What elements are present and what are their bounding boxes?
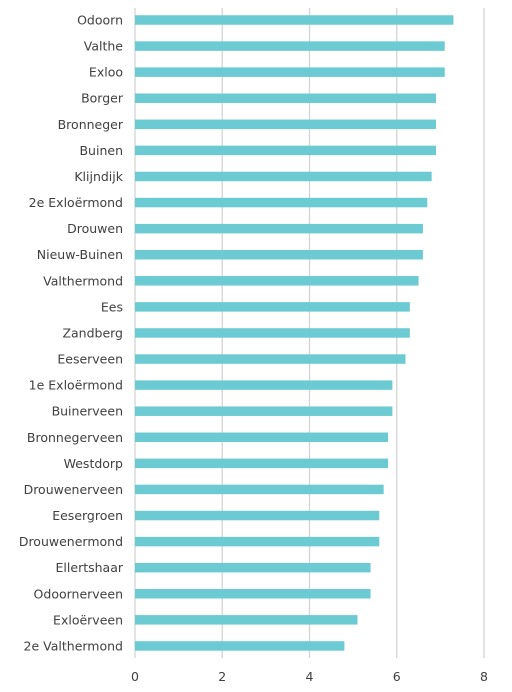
bar — [135, 67, 445, 77]
x-tick-label: 6 — [393, 669, 401, 684]
bar — [135, 328, 410, 338]
category-label: Drouwenermond — [19, 534, 123, 549]
bar — [135, 93, 437, 103]
bar — [135, 41, 445, 51]
bar — [135, 562, 371, 573]
category-label: Eesergroen — [52, 508, 123, 523]
x-tick-label: 4 — [306, 669, 314, 684]
category-label: Buinen — [79, 143, 123, 158]
x-tick-label: 8 — [480, 669, 488, 684]
bar — [135, 536, 380, 547]
bar — [135, 432, 389, 443]
category-label: Klijndijk — [74, 169, 123, 184]
category-label: Valthe — [84, 39, 124, 54]
category-label: Drouwenerveen — [24, 482, 123, 497]
category-label: Valthermond — [43, 273, 123, 288]
bars — [135, 15, 454, 651]
category-label: Odoornerveen — [34, 586, 123, 601]
bar — [135, 223, 423, 234]
category-label: Exloo — [89, 65, 123, 80]
category-label: 2e Valthermond — [24, 638, 123, 653]
bar — [135, 197, 428, 208]
bar — [135, 380, 393, 390]
category-label: Odoorn — [77, 13, 123, 28]
bar — [135, 145, 437, 156]
bar — [135, 15, 454, 25]
bar — [135, 615, 358, 625]
category-label: Eeserveen — [57, 352, 123, 367]
category-label: Ellertshaar — [56, 560, 124, 575]
bar — [135, 641, 345, 651]
bar — [135, 249, 423, 260]
bar — [135, 171, 432, 182]
category-label: Bronneger — [58, 117, 124, 132]
bar — [135, 484, 384, 495]
category-label: Westdorp — [64, 456, 123, 471]
bar — [135, 406, 393, 416]
category-labels: Odoorn Valthe Exloo Borger Bronneger Buinen Kl… — [19, 13, 124, 654]
bar — [135, 354, 406, 364]
bar — [135, 119, 437, 130]
category-label: 2e Exloërmond — [29, 195, 123, 210]
bar — [135, 458, 389, 469]
x-tick-label: 0 — [131, 669, 139, 684]
category-label: Exloërveen — [53, 612, 123, 627]
category-label: 1e Exloërmond — [29, 378, 123, 393]
bar — [135, 510, 380, 521]
bar — [135, 589, 371, 599]
category-label: Buinerveen — [52, 404, 123, 419]
bar — [135, 302, 410, 312]
category-label: Borger — [81, 91, 124, 106]
category-label: Drouwen — [67, 221, 123, 236]
bar — [135, 276, 419, 286]
x-tick-label: 2 — [218, 669, 226, 684]
category-label: Bronnegerveen — [27, 430, 123, 445]
x-tick-labels: 0 2 4 6 8 — [131, 669, 488, 684]
category-label: Ees — [101, 299, 123, 314]
category-label: Nieuw-Buinen — [37, 247, 123, 262]
category-label: Zandberg — [62, 325, 123, 340]
